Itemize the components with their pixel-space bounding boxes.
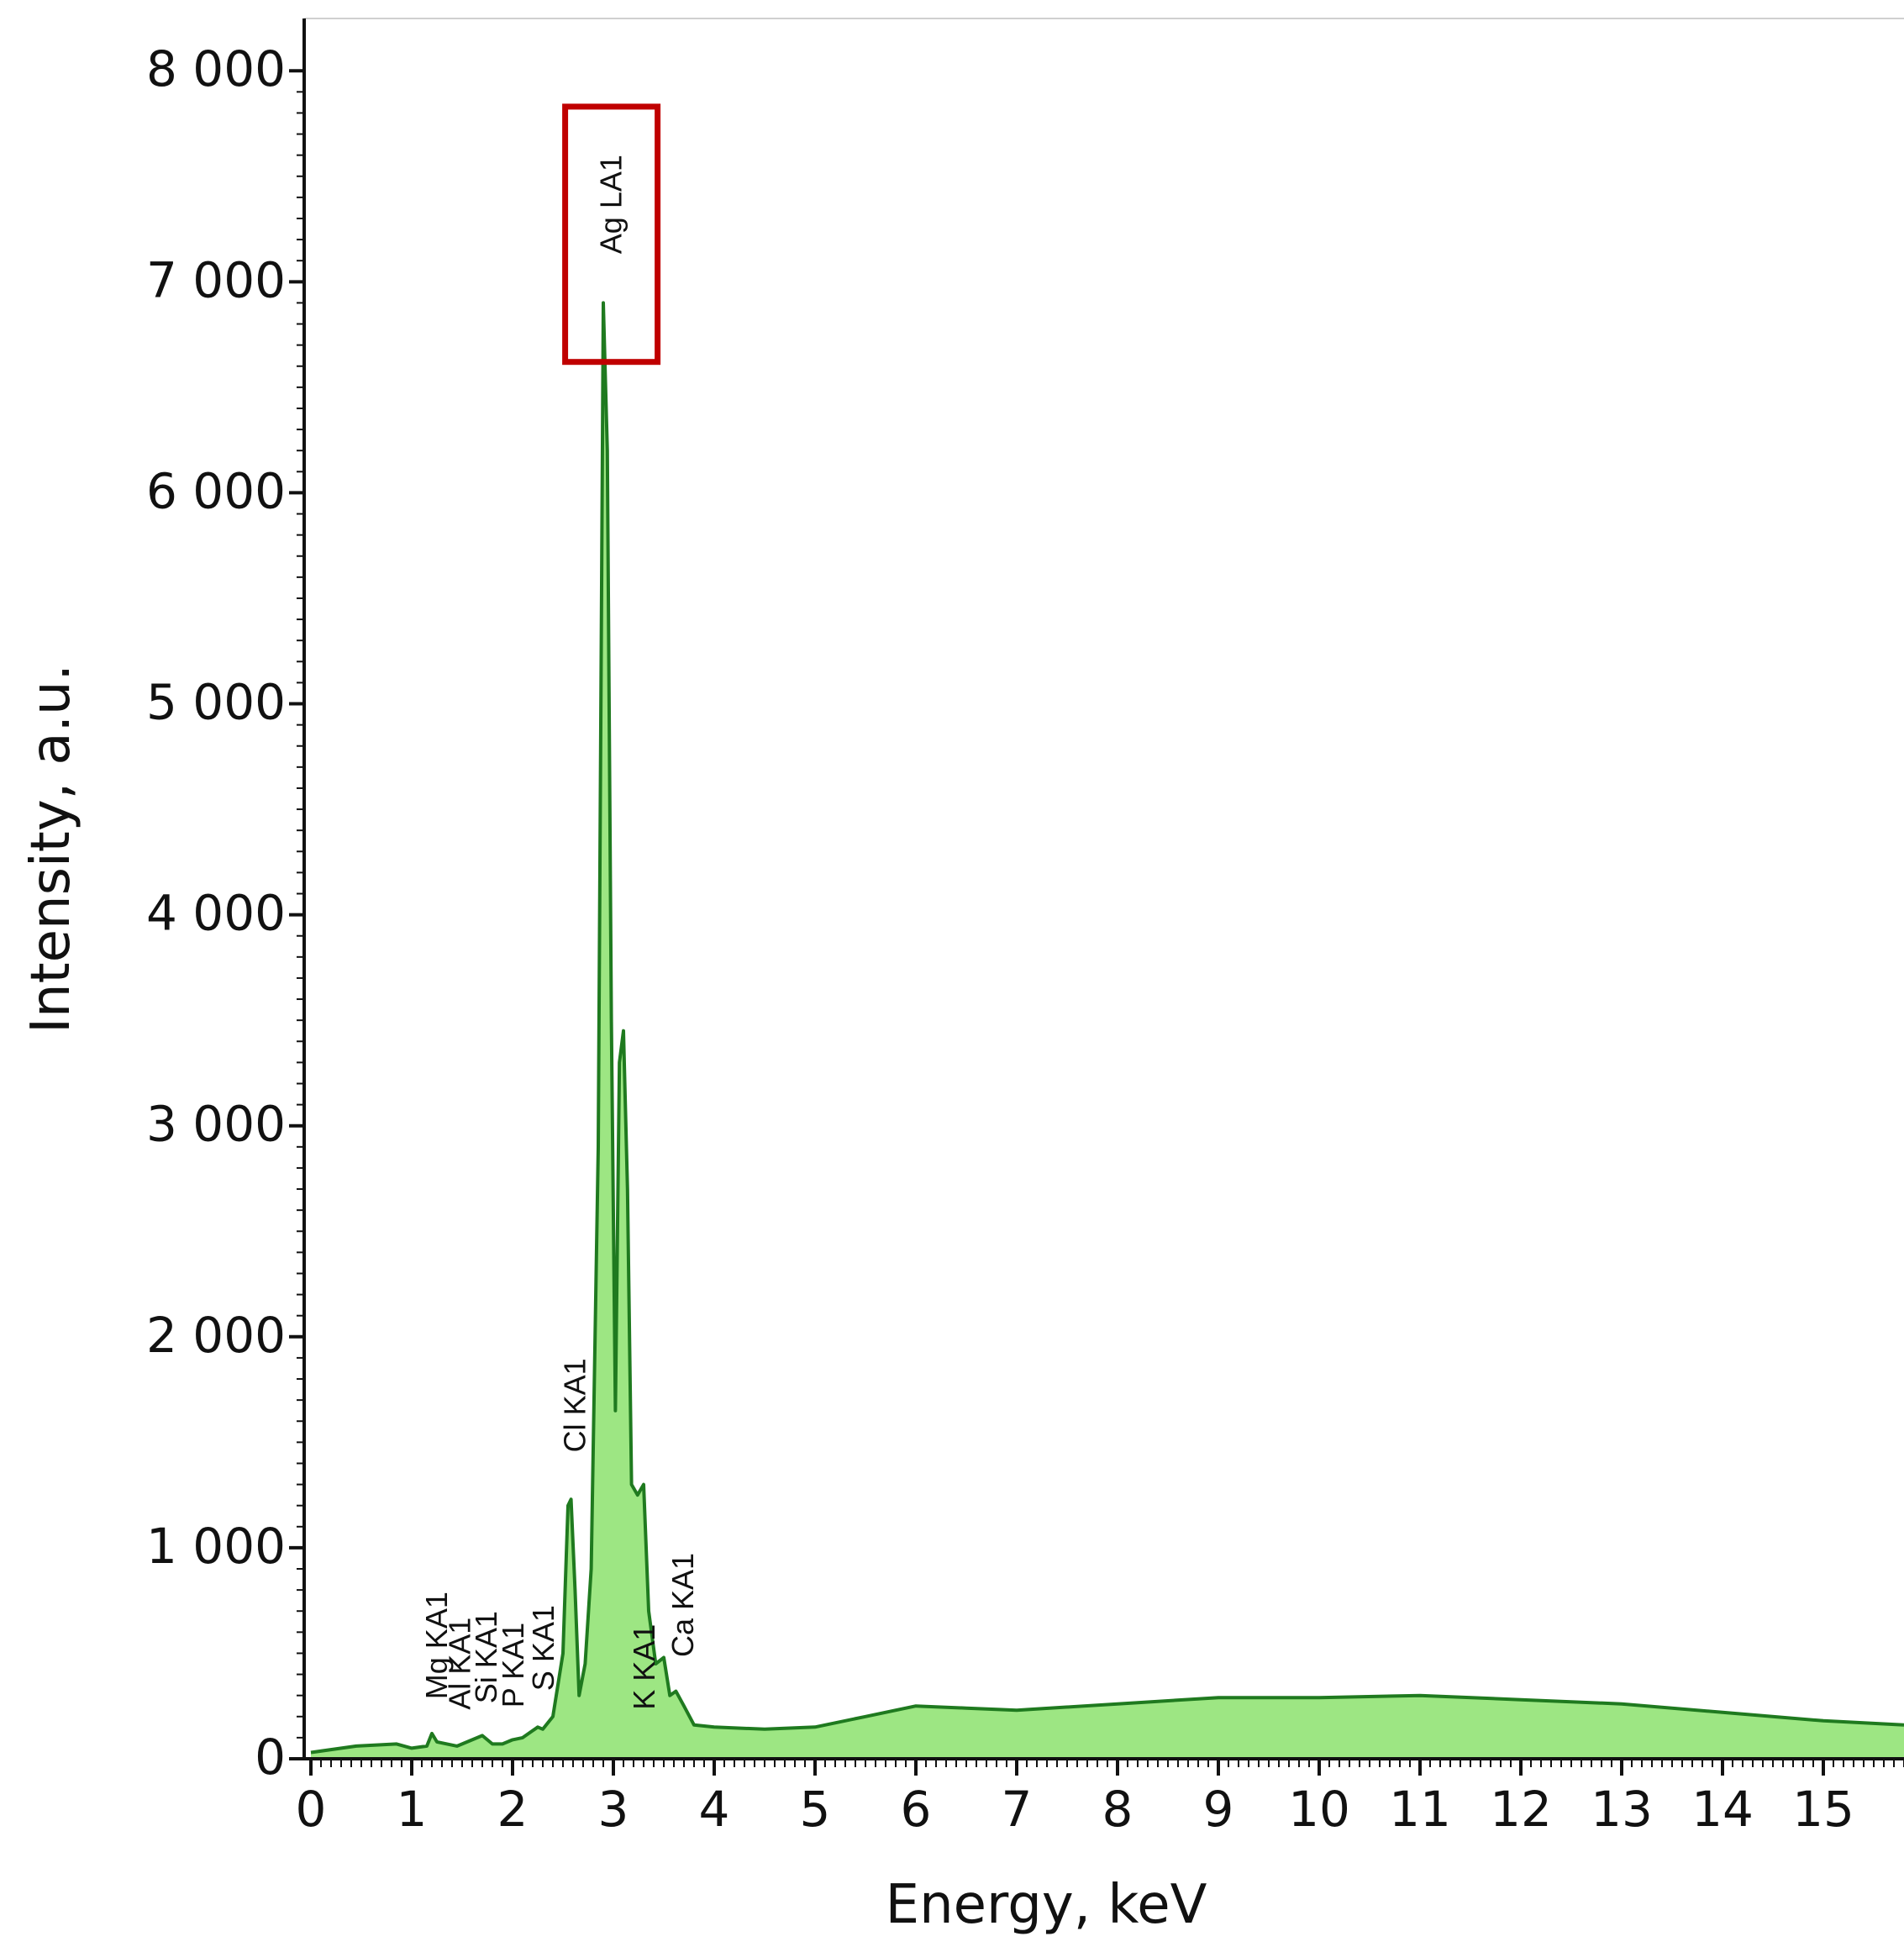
peak-label: Ag LA1	[594, 155, 629, 254]
y-tick-label: 0	[255, 1729, 286, 1786]
x-tick-label: 5	[800, 1781, 831, 1838]
peak-label: Si KA1	[469, 1611, 503, 1703]
x-tick-label: 6	[901, 1781, 932, 1838]
peak-label: Ca KA1	[665, 1553, 700, 1657]
x-tick-label: 14	[1691, 1781, 1754, 1838]
peak-label: K KA1	[627, 1624, 661, 1710]
x-tick-label: 0	[296, 1781, 327, 1838]
highlight-box	[562, 103, 661, 366]
y-tick-label: 8 000	[146, 40, 286, 97]
x-tick-label: 7	[1002, 1781, 1033, 1838]
y-tick-label: 3 000	[146, 1096, 286, 1153]
peak-label: Mg KA1	[419, 1592, 454, 1699]
y-tick-label: 5 000	[146, 674, 286, 731]
y-tick-label: 7 000	[146, 251, 286, 308]
x-axis-title: Energy, keV	[886, 1874, 1207, 1936]
x-tick-label: 3	[598, 1781, 629, 1838]
x-tick-label: 8	[1102, 1781, 1133, 1838]
y-tick-label: 2 000	[146, 1307, 286, 1364]
y-tick-label: 6 000	[146, 462, 286, 519]
axes-layer: 0 1 000 2 000 3 000 4 000 5 000 6 000 7 000 8 00…	[146, 18, 1904, 1838]
x-tick-label: 11	[1389, 1781, 1451, 1838]
spectrum-layer	[310, 301, 1904, 1759]
x-tick-label: 15	[1792, 1781, 1854, 1838]
peak-label: S KA1	[526, 1605, 560, 1691]
spectrum-line	[310, 301, 1904, 1755]
y-axis-title: Intensity, a.u.	[20, 664, 82, 1034]
peak-label: Al KA1	[443, 1618, 477, 1710]
x-tick-label: 12	[1490, 1781, 1552, 1838]
spectrum-fill	[311, 303, 1904, 1759]
x-tick-label: 9	[1203, 1781, 1234, 1838]
peak-label: P KA1	[496, 1623, 530, 1708]
x-tick-label: 13	[1591, 1781, 1653, 1838]
x-tick-label: 1	[397, 1781, 428, 1838]
x-tick-label: 2	[497, 1781, 529, 1838]
x-tick-label: 4	[699, 1781, 730, 1838]
peak-label: Cl KA1	[557, 1358, 592, 1452]
y-tick-label: 1 000	[146, 1518, 286, 1575]
x-tick-label: 10	[1288, 1781, 1350, 1838]
y-tick-label: 4 000	[146, 885, 286, 942]
